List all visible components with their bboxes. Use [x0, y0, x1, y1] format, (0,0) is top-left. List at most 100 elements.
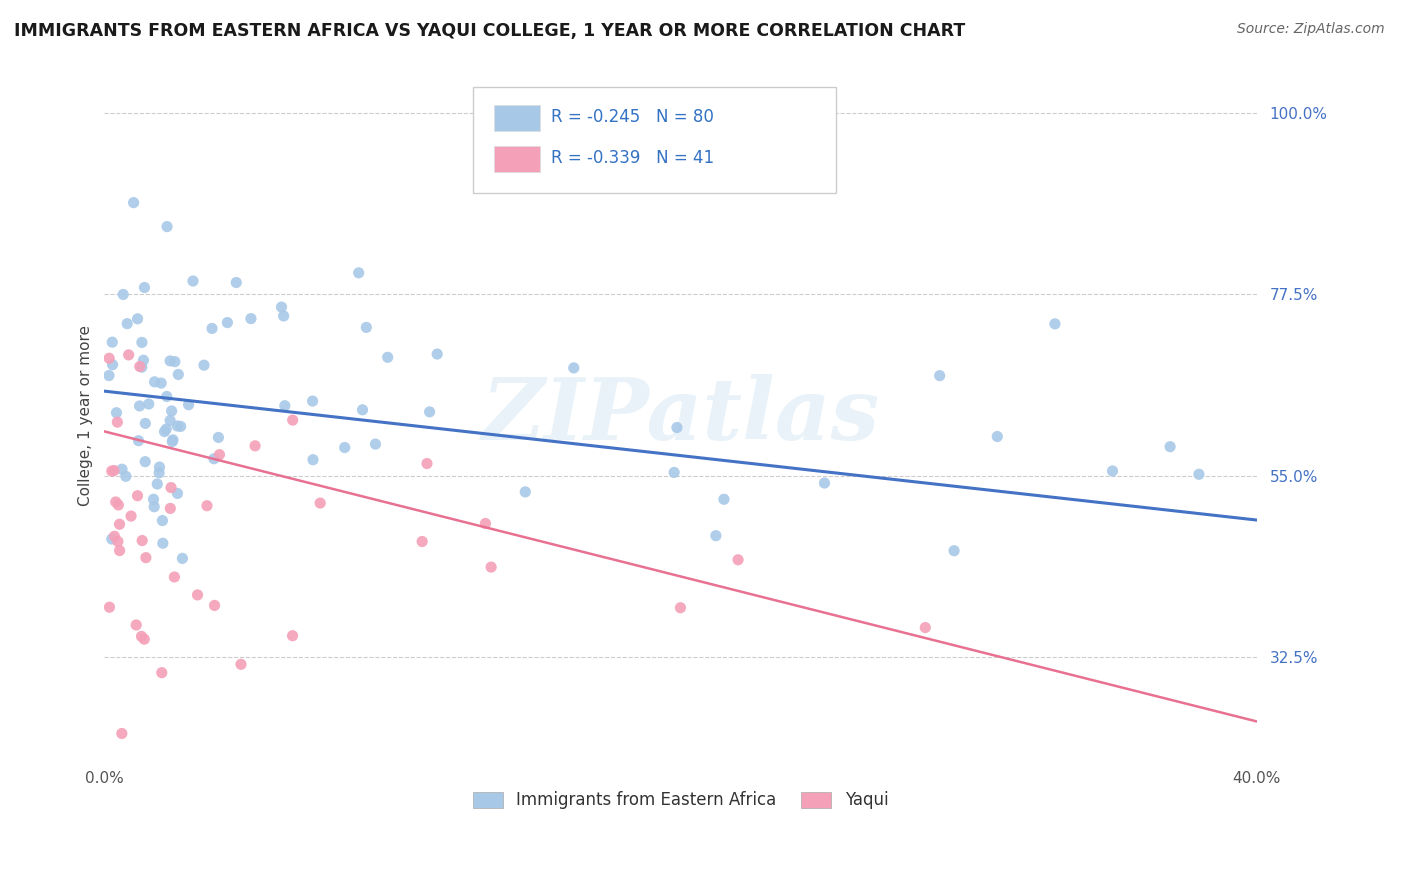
Point — [172, 551, 194, 566]
Point — [515, 484, 537, 499]
Point — [156, 219, 179, 234]
Point — [356, 320, 378, 334]
Point — [167, 368, 190, 382]
Point — [98, 351, 121, 366]
Point — [108, 543, 131, 558]
Point — [301, 394, 323, 409]
Point — [100, 464, 122, 478]
Point — [101, 532, 124, 546]
Point — [419, 405, 441, 419]
Point — [132, 353, 155, 368]
Legend: Immigrants from Eastern Africa, Yaqui: Immigrants from Eastern Africa, Yaqui — [468, 787, 893, 814]
Point — [128, 434, 150, 448]
Point — [166, 486, 188, 500]
Point — [229, 657, 252, 672]
Point — [302, 452, 325, 467]
Point — [138, 397, 160, 411]
Point — [103, 464, 125, 478]
Point — [364, 437, 387, 451]
Point — [142, 492, 165, 507]
Point — [177, 398, 200, 412]
Text: ZIPatlas: ZIPatlas — [481, 374, 880, 457]
Point — [160, 404, 183, 418]
Point — [333, 441, 356, 455]
FancyBboxPatch shape — [494, 105, 540, 131]
Point — [239, 311, 262, 326]
Point — [98, 368, 121, 383]
Point — [943, 543, 966, 558]
Point — [105, 406, 128, 420]
Point — [352, 402, 374, 417]
Point — [225, 276, 247, 290]
Point — [150, 376, 173, 390]
Point — [114, 469, 136, 483]
Point — [479, 560, 502, 574]
Point — [131, 629, 153, 643]
Point — [208, 448, 231, 462]
Point — [669, 600, 692, 615]
Point — [1101, 464, 1123, 478]
Point — [122, 195, 145, 210]
Point — [201, 321, 224, 335]
Point — [163, 354, 186, 368]
Point — [928, 368, 950, 383]
Point — [104, 495, 127, 509]
Point — [105, 415, 128, 429]
Point — [111, 726, 134, 740]
Point — [713, 492, 735, 507]
Point — [156, 389, 179, 403]
Point — [152, 514, 174, 528]
Point — [115, 317, 138, 331]
Text: IMMIGRANTS FROM EASTERN AFRICA VS YAQUI COLLEGE, 1 YEAR OR MORE CORRELATION CHAR: IMMIGRANTS FROM EASTERN AFRICA VS YAQUI … — [14, 22, 966, 40]
Point — [146, 477, 169, 491]
Point — [107, 498, 129, 512]
Point — [134, 455, 156, 469]
Point — [704, 529, 727, 543]
Point — [152, 536, 174, 550]
Point — [281, 629, 304, 643]
Point — [131, 533, 153, 548]
Point — [426, 347, 449, 361]
Point — [207, 430, 229, 444]
Point — [98, 600, 121, 615]
Point — [159, 413, 181, 427]
Point — [150, 665, 173, 680]
Point — [153, 425, 176, 439]
Point — [134, 632, 156, 647]
Point — [107, 534, 129, 549]
Point — [662, 466, 685, 480]
FancyBboxPatch shape — [494, 146, 540, 172]
Point — [416, 457, 439, 471]
Point — [270, 300, 292, 314]
Point — [914, 621, 936, 635]
Point — [813, 476, 835, 491]
Point — [127, 489, 149, 503]
Text: R = -0.339   N = 41: R = -0.339 N = 41 — [551, 149, 714, 167]
FancyBboxPatch shape — [472, 87, 837, 193]
Point — [134, 280, 156, 294]
Point — [159, 354, 181, 368]
Point — [117, 348, 139, 362]
Point — [120, 509, 142, 524]
Point — [202, 451, 225, 466]
Point — [309, 496, 332, 510]
Text: Source: ZipAtlas.com: Source: ZipAtlas.com — [1237, 22, 1385, 37]
Point — [281, 413, 304, 427]
Point — [274, 399, 297, 413]
Point — [186, 588, 208, 602]
Point — [166, 419, 188, 434]
Point — [347, 266, 370, 280]
Point — [411, 534, 433, 549]
Point — [1043, 317, 1066, 331]
Y-axis label: College, 1 year or more: College, 1 year or more — [79, 325, 93, 506]
Point — [377, 351, 399, 365]
Point — [665, 420, 688, 434]
Point — [111, 462, 134, 476]
Point — [131, 335, 153, 350]
Point — [169, 419, 191, 434]
Point — [128, 359, 150, 374]
Point — [143, 500, 166, 514]
Point — [134, 417, 156, 431]
Point — [112, 287, 135, 301]
Point — [163, 570, 186, 584]
